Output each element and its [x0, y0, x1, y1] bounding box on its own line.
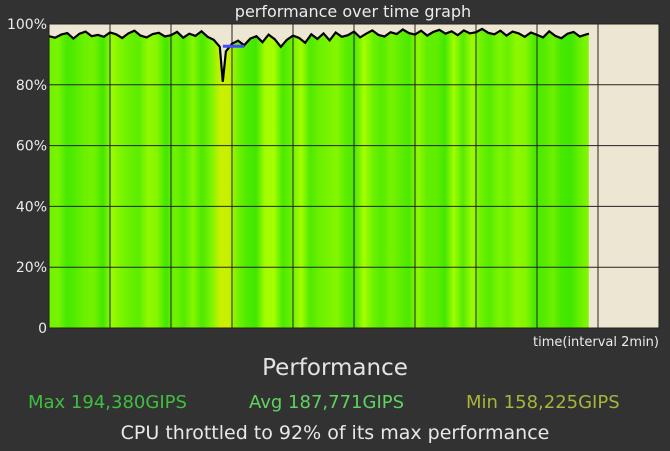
max-stat: Max 194,380GIPS [28, 392, 187, 413]
y-tick-label: 40% [16, 199, 47, 215]
performance-heading: Performance [262, 355, 408, 381]
y-tick-label: 60% [16, 139, 47, 155]
chart-title: performance over time graph [235, 2, 471, 21]
x-axis-label: time(interval 2min) [533, 335, 659, 350]
y-tick-label: 100% [7, 17, 47, 33]
throttle-message: CPU throttled to 92% of its max performa… [120, 422, 550, 444]
min-stat: Min 158,225GIPS [466, 392, 620, 413]
y-axis-ticks: 100% 80% 60% 40% 20% 0 [7, 17, 47, 337]
performance-area-fill [49, 28, 589, 328]
grid-lines [49, 24, 659, 328]
y-tick-label: 20% [16, 260, 47, 276]
y-tick-label: 80% [16, 78, 47, 94]
y-tick-label: 0 [38, 321, 47, 337]
avg-stat: Avg 187,771GIPS [249, 392, 405, 413]
plot-border [48, 23, 660, 329]
performance-line [48, 27, 590, 82]
